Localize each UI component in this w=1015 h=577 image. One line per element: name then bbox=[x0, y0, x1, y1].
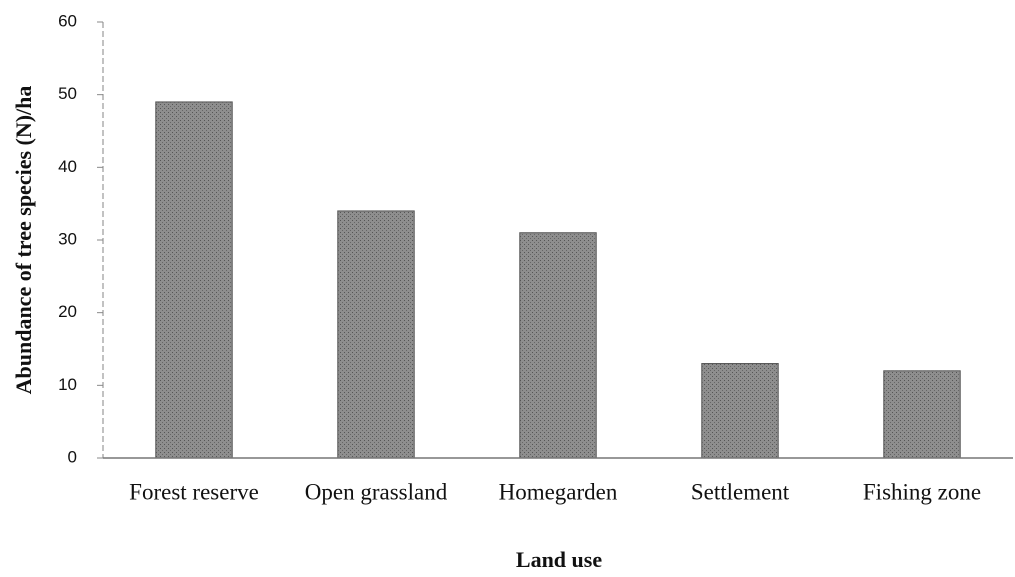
y-tick-label: 10 bbox=[58, 375, 77, 394]
y-tick-label: 40 bbox=[58, 157, 77, 176]
y-tick-label: 60 bbox=[58, 11, 77, 30]
y-tick-label: 50 bbox=[58, 84, 77, 103]
y-tick-label: 20 bbox=[58, 302, 77, 321]
y-axis-title: Abundance of tree species (N)/ha bbox=[11, 86, 36, 395]
x-tick-label: Open grassland bbox=[305, 479, 448, 504]
x-axis-title: Land use bbox=[516, 547, 602, 572]
bar-texture bbox=[701, 363, 779, 458]
bar-texture bbox=[519, 232, 597, 458]
bar-texture bbox=[155, 101, 233, 458]
x-tick-label: Settlement bbox=[691, 479, 790, 504]
x-tick-label: Forest reserve bbox=[129, 479, 259, 504]
bar-texture bbox=[337, 210, 415, 458]
y-tick-label: 0 bbox=[68, 447, 77, 466]
y-tick-label: 30 bbox=[58, 229, 77, 248]
x-tick-label: Fishing zone bbox=[863, 479, 981, 504]
bar-texture bbox=[883, 370, 961, 458]
x-tick-label: Homegarden bbox=[499, 479, 618, 504]
